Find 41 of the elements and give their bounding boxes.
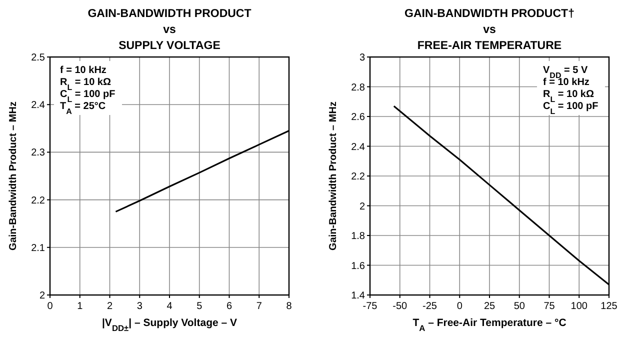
x-tick-label: 100: [570, 301, 588, 312]
x-tick-label: -25: [422, 301, 438, 312]
x-tick-label: 6: [226, 301, 232, 312]
y-tick-label: 2.5: [31, 52, 46, 64]
chart-title: GAIN-BANDWIDTH PRODUCT vs SUPPLY VOLTAGE: [88, 8, 252, 52]
x-tick-label: 2: [106, 301, 113, 312]
x-tick-label: 5: [196, 301, 203, 312]
x-tick-label: 75: [544, 301, 556, 312]
y-tick-label: 2.8: [351, 82, 366, 94]
chart-title: GAIN-BANDWIDTH PRODUCT† vs FREE-AIR TEMPERATURE: [404, 8, 574, 52]
y-tick-label: 2: [359, 201, 366, 212]
x-tick-label: -75: [362, 301, 378, 312]
text: V$_{DD}$ = 5 V f = 10 kHz R$_{L}$ = 10 kΩ C$_{L}$ = 100 pF: [543, 65, 598, 116]
x-axis-title: T$_{A}$ – Free-Air Temperature – °C: [412, 317, 567, 333]
y-tick-label: 2: [39, 290, 46, 302]
x-tick-label: 3: [136, 301, 143, 312]
text: f = 10 kHz R$_{L}$ = 10 kΩ C$_{L}$ = 100 pF T$_{A}$ = 25°C: [60, 65, 116, 116]
x-tick-label: 125: [600, 301, 618, 312]
y-tick-label: 2.3: [31, 148, 46, 159]
y-axis-title: Gain-Bandwidth Product – MHz: [8, 102, 19, 250]
x-tick-label: 0: [456, 301, 463, 312]
x-tick-label: 50: [514, 301, 526, 312]
x-tick-label: 25: [484, 301, 496, 312]
y-tick-label: 1.4: [351, 290, 366, 302]
y-tick-label: 2.1: [31, 242, 46, 254]
y-tick-label: 1.8: [351, 231, 366, 242]
y-tick-label: 2.4: [351, 142, 366, 153]
y-tick-label: 2.4: [31, 100, 46, 112]
x-tick-label: 1: [77, 301, 84, 312]
y-tick-label: 2.6: [351, 112, 366, 123]
x-tick-label: 0: [47, 301, 54, 312]
x-tick-label: -50: [392, 301, 408, 312]
y-tick-label: 3: [359, 52, 366, 64]
x-tick-label: 7: [256, 301, 262, 312]
x-tick-label: 8: [286, 301, 292, 312]
y-axis-title: Gain-Bandwidth Product – MHz: [328, 102, 339, 250]
y-tick-label: 2.2: [351, 172, 366, 182]
x-axis-title: |V$_{DD±}$| – Supply Voltage – V: [102, 317, 238, 333]
x-tick-label: 4: [166, 301, 173, 312]
y-tick-label: 1.6: [351, 260, 366, 272]
y-tick-label: 2.2: [31, 195, 46, 206]
